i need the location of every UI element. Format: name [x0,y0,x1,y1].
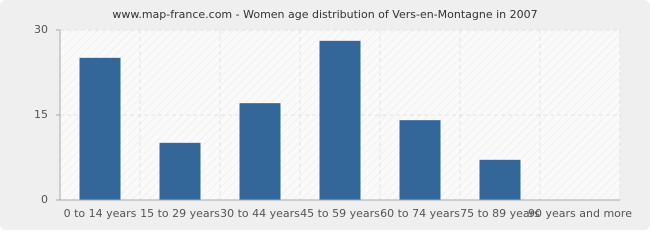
y-tick-label: 15 [34,108,48,121]
x-tick-label: 45 to 59 years [300,207,380,220]
y-tick-label: 30 [34,23,48,36]
x-tick-label: 60 to 74 years [380,207,460,220]
bar [399,120,441,201]
bar [239,103,281,201]
x-tick-label: 0 to 14 years [64,207,137,220]
bar [159,142,201,201]
chart-title: www.map-france.com - Women age distribut… [112,8,537,21]
chart: www.map-france.com - Women age distribut… [0,0,650,230]
y-tick-label: 0 [41,193,48,206]
x-tick-label: 30 to 44 years [220,207,300,220]
x-tick-label: 15 to 29 years [140,207,220,220]
bar [79,57,121,201]
bar [479,159,521,201]
x-tick-label: 90 years and more [528,207,632,220]
bar [319,40,361,201]
x-tick-label: 75 to 89 years [460,207,540,220]
